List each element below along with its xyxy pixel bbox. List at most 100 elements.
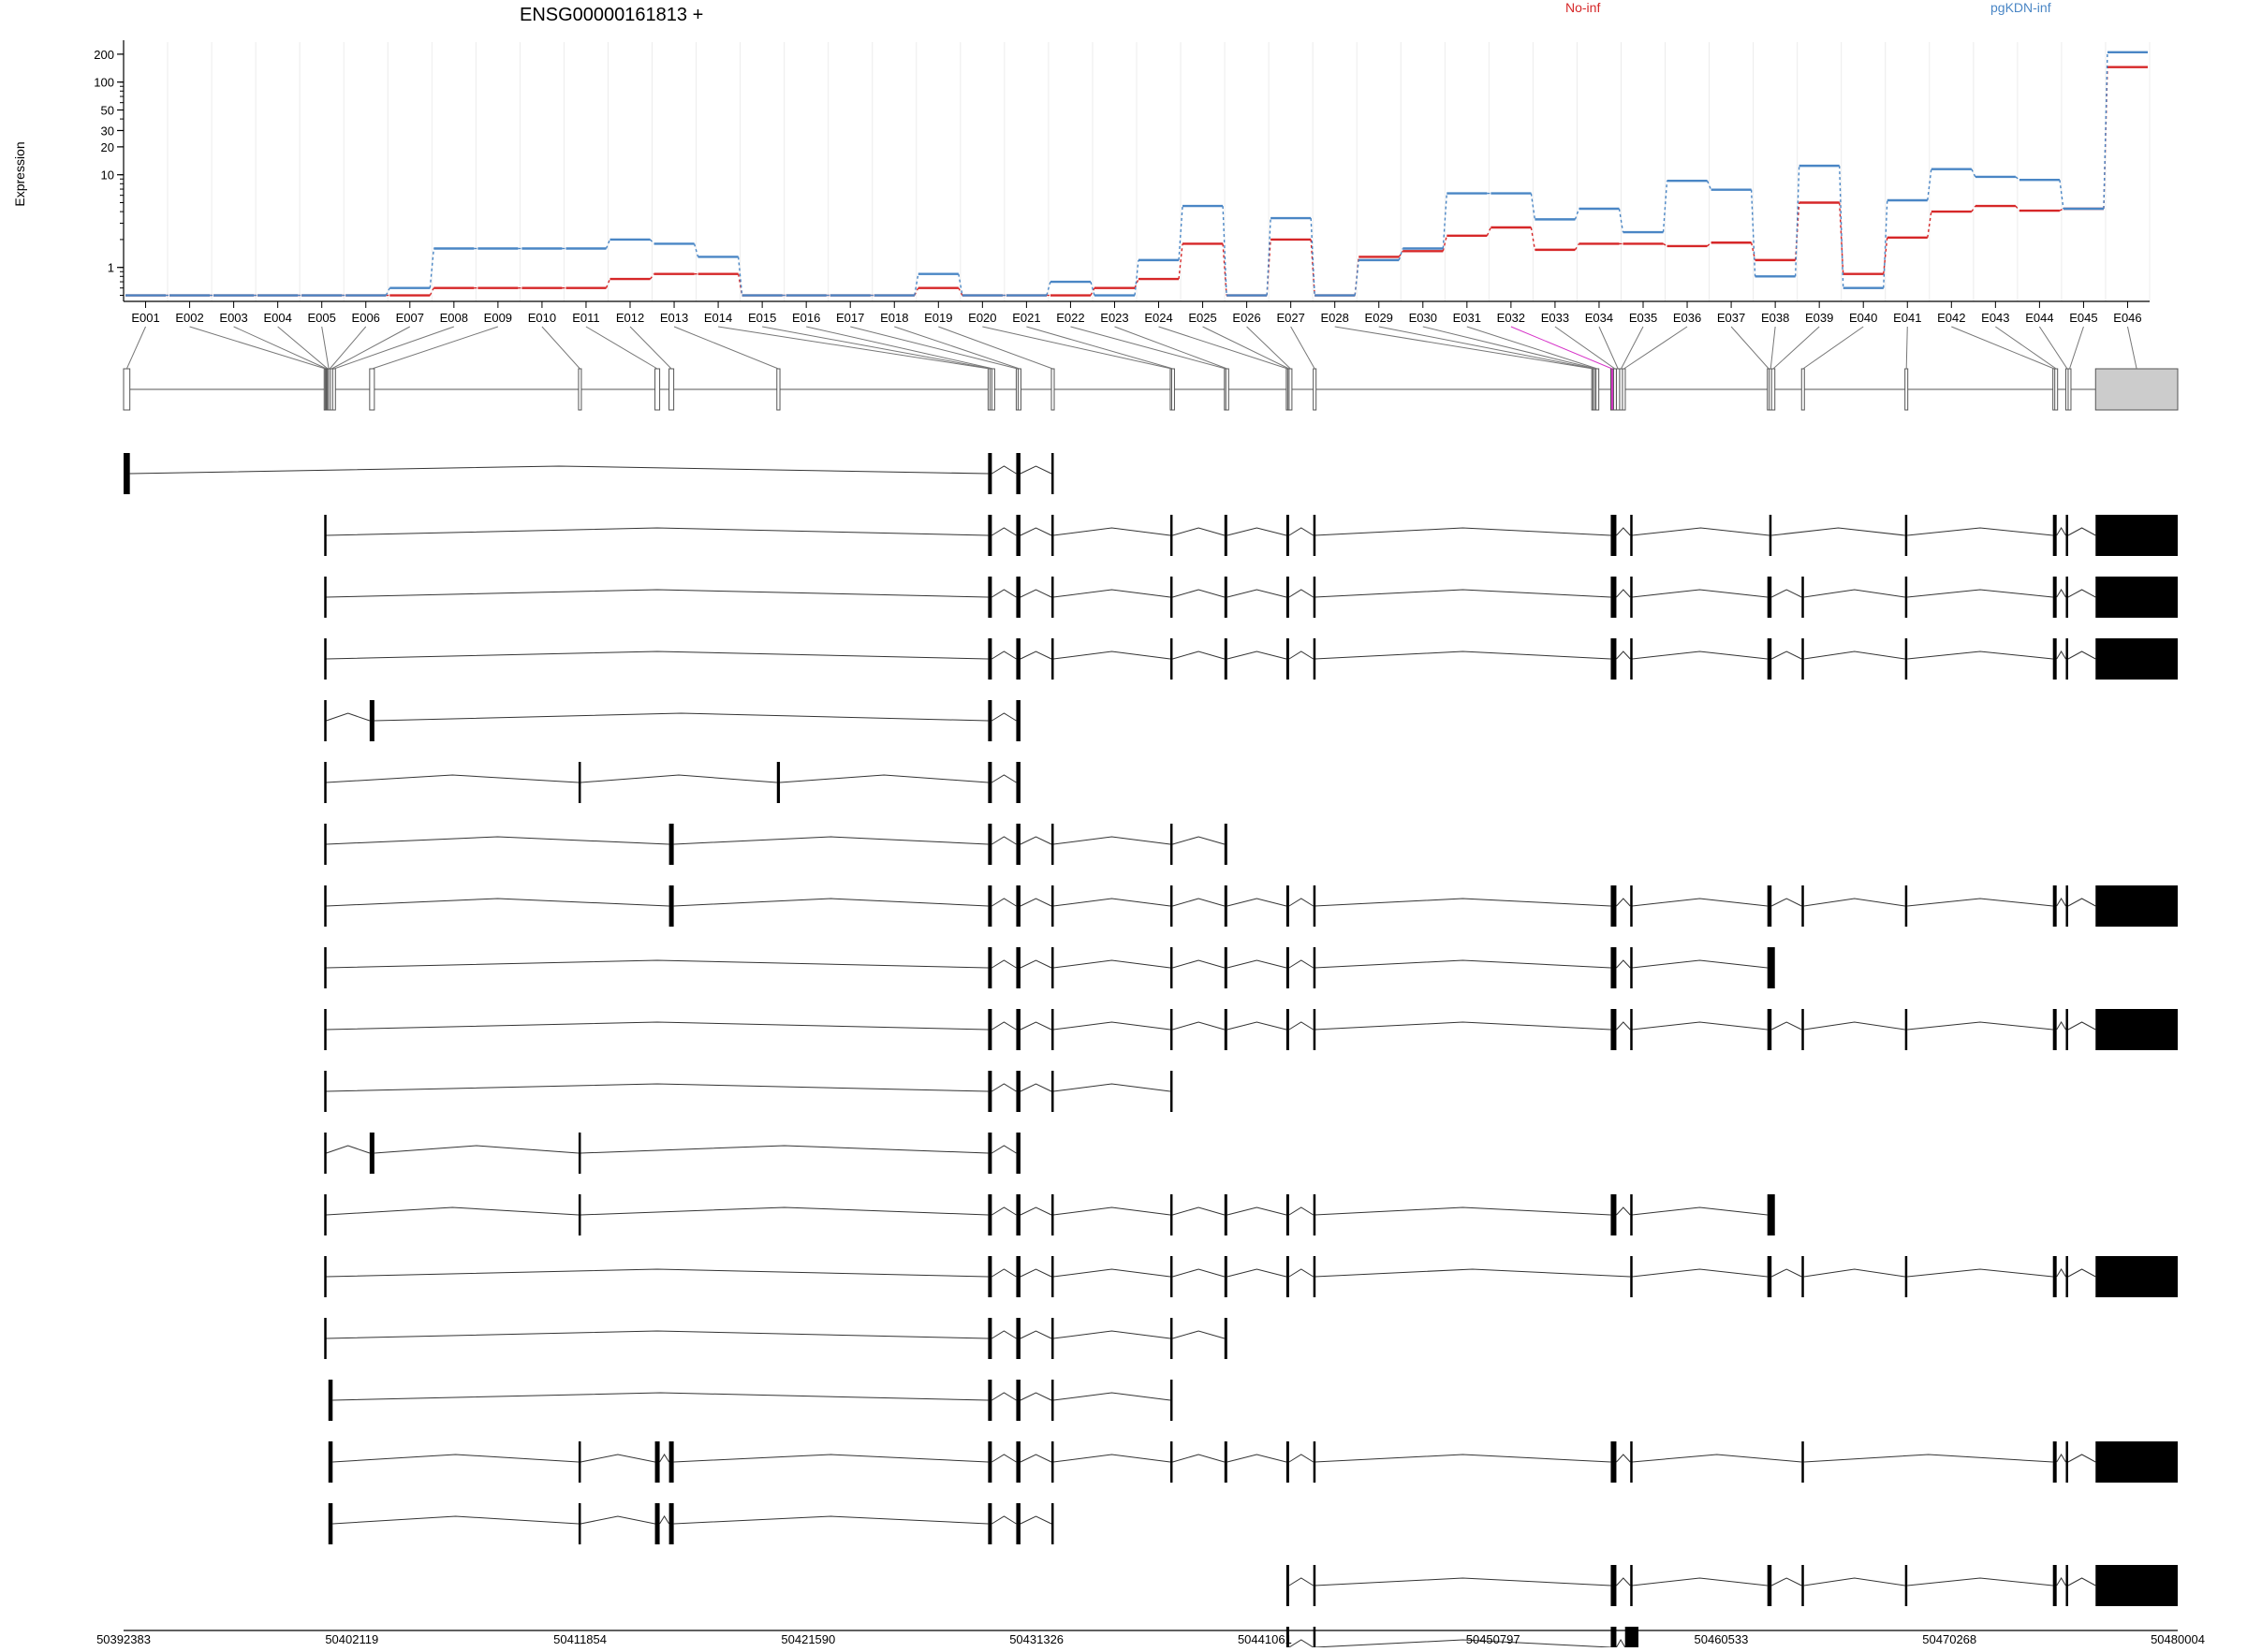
transcript-exon	[1224, 1441, 1227, 1483]
intron	[1052, 836, 1171, 845]
intron	[1172, 898, 1225, 907]
transcript-exon	[328, 1503, 333, 1544]
intron	[1172, 589, 1225, 598]
intron	[326, 651, 989, 660]
intron	[1020, 959, 1052, 969]
series-0-connector	[2015, 205, 2020, 212]
x-tick-label-e045: E045	[2069, 311, 2097, 325]
exon-connector	[1905, 326, 1908, 370]
transcript-exon	[1904, 1256, 1908, 1297]
transcript-exon	[1630, 577, 1633, 618]
transcript-exon	[1224, 1194, 1227, 1235]
series-1-connector	[914, 273, 919, 296]
intron	[1288, 651, 1314, 660]
intron	[326, 959, 989, 969]
intron	[1770, 1021, 1802, 1031]
transcript-exon	[1169, 885, 1173, 927]
transcript-exon	[1016, 947, 1021, 988]
transcript-exon	[324, 824, 327, 865]
intron	[326, 774, 579, 783]
series-0-connector	[1838, 202, 1844, 274]
intron	[1632, 1021, 1768, 1031]
intron	[1020, 1021, 1052, 1031]
intron	[1052, 1268, 1171, 1278]
x-tick-label-e010: E010	[528, 311, 556, 325]
intron	[1020, 836, 1052, 845]
transcript-exon	[1610, 1009, 1617, 1050]
intron	[991, 959, 1017, 969]
transcript-exon	[1016, 1194, 1021, 1235]
transcript-exon	[2095, 577, 2178, 618]
intron	[2067, 589, 2096, 598]
expression-plot: 1 10 20 30 50 100 200 E001 E002 E003 E004 E005 E006 E…	[94, 40, 2151, 325]
intron	[1314, 1206, 1611, 1216]
transcript-exon	[1224, 1009, 1227, 1050]
exon-connector	[1995, 326, 2057, 370]
transcript-exon	[1767, 1194, 1775, 1235]
transcript-exon	[1285, 1194, 1289, 1235]
series-0-connector	[1927, 212, 1932, 238]
intron	[1907, 651, 2053, 660]
exon-bin-e018	[1017, 368, 1021, 411]
transcript-exon	[324, 762, 327, 803]
transcript-exon	[1630, 515, 1633, 556]
series-1-connector	[1046, 281, 1051, 296]
intron	[1020, 1083, 1052, 1092]
transcript-exon	[1904, 638, 1908, 680]
genomic-axis-tick-label: 50441061	[1238, 1632, 1292, 1646]
transcript-exon	[2052, 638, 2057, 680]
intron	[1226, 527, 1287, 536]
exon-connector	[806, 326, 994, 370]
intron	[1052, 589, 1171, 598]
intron	[1803, 1021, 1905, 1031]
transcript-exon	[1285, 515, 1289, 556]
intron	[1314, 1268, 1631, 1278]
x-tick-label-e038: E038	[1761, 311, 1789, 325]
series-1-connector	[1090, 281, 1095, 296]
intron	[991, 1021, 1017, 1031]
exon-connector	[1422, 326, 1596, 370]
transcript-exon	[1801, 638, 1804, 680]
transcript-exon	[1313, 947, 1316, 988]
transcript-exon	[1313, 1256, 1316, 1297]
transcript-row	[324, 638, 2178, 680]
intron	[326, 1021, 989, 1031]
series-1-connector	[1706, 180, 1712, 190]
exon-connector	[125, 326, 146, 370]
transcript-exon	[1050, 1009, 1054, 1050]
transcript-exon	[324, 1009, 327, 1050]
transcript-exon	[2095, 1441, 2178, 1483]
transcript-exon	[1050, 947, 1054, 988]
transcript-exon	[578, 1503, 581, 1544]
transcript-exon	[1016, 762, 1021, 803]
genomic-axis-tick-label: 50450797	[1466, 1632, 1520, 1646]
transcript-exon	[1224, 577, 1227, 618]
intron	[673, 1454, 989, 1463]
intron	[326, 527, 989, 536]
transcript-row	[324, 762, 1021, 803]
transcript-exon	[1610, 515, 1617, 556]
series-1-connector	[1266, 218, 1271, 296]
intron	[1020, 527, 1052, 536]
x-tick-label-e011: E011	[572, 311, 599, 325]
exon-connector	[938, 326, 1053, 370]
intron	[1226, 1206, 1287, 1216]
intron	[1803, 898, 1905, 907]
exon-bin-e027	[1313, 368, 1317, 411]
transcript-exon	[324, 515, 327, 556]
x-tick-label-e043: E043	[1981, 311, 2009, 325]
transcript-exon	[1169, 638, 1173, 680]
intron	[580, 1206, 989, 1216]
x-tick-label-e036: E036	[1673, 311, 1701, 325]
transcript-row	[1285, 1627, 1638, 1652]
x-tick-label-e035: E035	[1629, 311, 1657, 325]
x-tick-label-e040: E040	[1849, 311, 1877, 325]
intron	[1632, 527, 1770, 536]
series-0-connector	[649, 273, 655, 280]
intron	[580, 1454, 655, 1463]
exon-connector	[982, 326, 1172, 370]
transcript-exon	[1610, 577, 1617, 618]
x-tick-label-e016: E016	[792, 311, 820, 325]
transcript-exon	[1224, 1318, 1227, 1359]
series-1-connector	[1134, 259, 1139, 296]
